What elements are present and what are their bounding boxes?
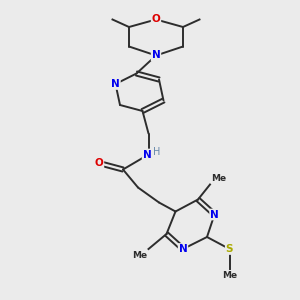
Text: H: H <box>153 147 161 157</box>
Text: Me: Me <box>212 174 226 183</box>
Text: N: N <box>142 149 152 160</box>
Text: S: S <box>226 244 233 254</box>
Text: O: O <box>152 14 160 25</box>
Text: Me: Me <box>132 250 147 260</box>
Text: O: O <box>94 158 103 169</box>
Text: N: N <box>178 244 188 254</box>
Text: N: N <box>210 209 219 220</box>
Text: Me: Me <box>222 272 237 280</box>
Text: N: N <box>111 79 120 89</box>
Text: N: N <box>152 50 160 61</box>
